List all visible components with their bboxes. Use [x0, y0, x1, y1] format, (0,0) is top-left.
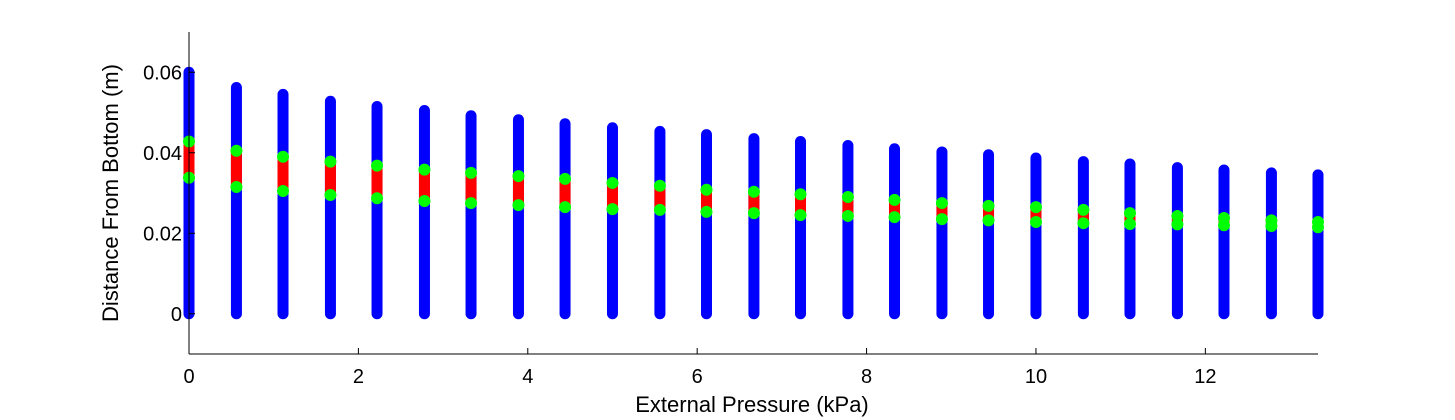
band-low-marker [794, 209, 807, 222]
band-high-marker [888, 193, 901, 206]
data-column [371, 100, 384, 320]
chart-marks [183, 66, 1324, 320]
y-tick-label: 0 [171, 304, 182, 326]
y-axis-label: Distance From Bottom (m) [98, 64, 123, 322]
band-low-marker [841, 209, 854, 222]
x-tick-label: 10 [1025, 366, 1047, 388]
chart-axes [188, 32, 1318, 355]
band-low-marker [653, 203, 666, 216]
data-column [1171, 162, 1184, 320]
band-high-marker [982, 199, 995, 212]
band-high-marker [1171, 209, 1184, 222]
data-column [1029, 152, 1042, 320]
data-column [1077, 156, 1090, 320]
data-column [277, 88, 290, 320]
band-high-marker [277, 150, 290, 163]
band-low-marker [324, 189, 337, 202]
band-low-marker [1077, 217, 1090, 230]
band-low-marker [512, 199, 525, 212]
band-high-marker [324, 155, 337, 168]
band-high-marker [1312, 215, 1324, 228]
data-column [512, 114, 525, 320]
y-tick-label: 0.02 [143, 223, 182, 245]
data-column [747, 133, 760, 320]
data-column [653, 125, 666, 320]
band-low-marker [277, 184, 290, 197]
data-column [1217, 164, 1230, 320]
data-column [888, 143, 901, 320]
band-high-marker [371, 159, 384, 172]
band-high-marker [1029, 201, 1042, 214]
data-column [465, 110, 478, 320]
data-column [1312, 169, 1324, 320]
data-column [982, 149, 995, 320]
x-tick-label: 12 [1194, 366, 1216, 388]
band-high-marker [465, 166, 478, 179]
band-high-marker [653, 179, 666, 192]
x-tick-label: 2 [353, 366, 364, 388]
band-high-marker [606, 176, 619, 189]
x-tick-label: 0 [183, 366, 194, 388]
band-high-marker [1077, 203, 1090, 216]
band-low-marker [418, 195, 431, 208]
band-high-marker [747, 185, 760, 198]
data-column [230, 82, 243, 320]
band-low-marker [747, 207, 760, 220]
band-low-marker [465, 197, 478, 210]
band-high-marker [1265, 214, 1278, 227]
band-low-marker [982, 214, 995, 227]
data-column [700, 129, 713, 320]
chart-ticks: 0 2 4 6 8 10 12 0 0.02 0.04 0.06 [143, 62, 1216, 388]
x-tick-label: 6 [692, 366, 703, 388]
band-high-marker [794, 188, 807, 201]
x-tick-label: 8 [861, 366, 872, 388]
band-low-marker [700, 205, 713, 218]
data-column [324, 95, 337, 320]
y-tick-label: 0.04 [143, 143, 182, 165]
band-low-marker [606, 203, 619, 216]
band-low-marker [1171, 218, 1184, 231]
band-high-marker [512, 170, 525, 183]
data-column [418, 104, 431, 320]
data-column [606, 122, 619, 320]
band-high-marker [700, 183, 713, 196]
band-high-marker [559, 172, 572, 185]
band-low-marker [230, 180, 243, 193]
band-high-marker [935, 197, 948, 210]
band-high-marker [1217, 211, 1230, 224]
data-column [1123, 158, 1136, 320]
band-low-marker [559, 201, 572, 214]
band-low-marker [935, 213, 948, 226]
data-column [841, 140, 854, 320]
data-column [794, 135, 807, 320]
band-low-marker [1123, 217, 1136, 230]
band-high-marker [841, 191, 854, 204]
band-high-marker [418, 163, 431, 176]
y-tick-label: 0.06 [143, 62, 182, 84]
band-low-marker [888, 211, 901, 224]
band-high-marker [230, 144, 243, 157]
band-high-marker [1123, 207, 1136, 220]
data-column [1265, 167, 1278, 320]
data-column [935, 146, 948, 320]
band-low-marker [371, 192, 384, 205]
data-column [559, 118, 572, 320]
band-low-marker [1029, 215, 1042, 228]
x-tick-label: 4 [522, 366, 533, 388]
x-axis-label: External Pressure (kPa) [635, 392, 869, 417]
